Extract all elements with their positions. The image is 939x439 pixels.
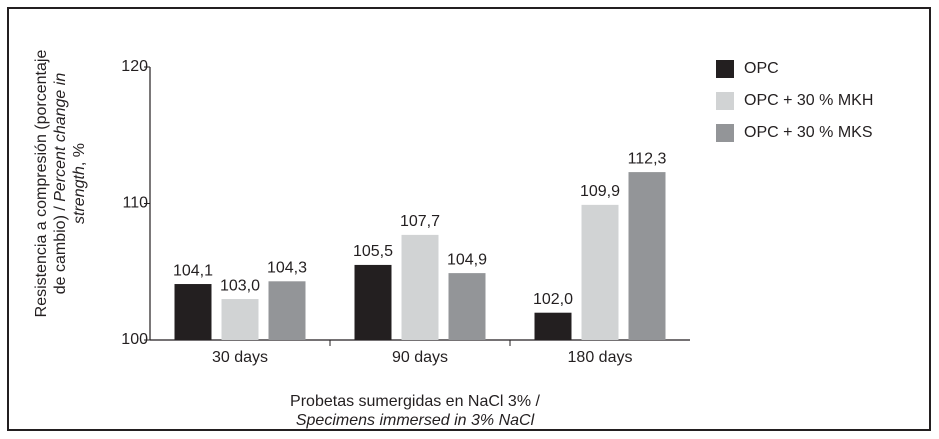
y-axis-label: de cambio) / Percent change in: [52, 73, 69, 295]
legend-swatch: [716, 124, 734, 142]
legend-swatch: [716, 60, 734, 78]
x-label-run: Probetas sumergidas en NaCl 3% /: [290, 393, 540, 410]
value-label: 104,1: [173, 262, 213, 279]
legend-label: OPC + 30 % MKS: [744, 124, 873, 141]
bar: [354, 264, 392, 340]
y-axis-label: strength, %: [71, 143, 88, 224]
bar: [401, 234, 439, 340]
y-tick-label: 120: [121, 58, 148, 75]
y-label-run: de cambio) /: [52, 202, 69, 294]
bar: [448, 273, 486, 340]
value-label: 104,3: [267, 260, 307, 277]
value-label: 103,0: [220, 277, 260, 294]
bar: [534, 312, 572, 340]
y-label-run: strength: [71, 166, 88, 224]
value-label: 104,9: [447, 251, 487, 268]
x-axis-label: Specimens immersed in 3% NaCl: [296, 412, 535, 429]
x-axis-label: Probetas sumergidas en NaCl 3% /: [290, 393, 540, 410]
y-label-run: , %: [71, 143, 88, 166]
bar: [268, 281, 306, 340]
value-label: 112,3: [628, 150, 667, 167]
x-tick-label: 90 days: [392, 349, 448, 366]
y-tick-label: 100: [121, 331, 148, 348]
y-axis-label: Resistencia a compresión (porcentaje: [33, 50, 50, 318]
frame: [7, 7, 931, 431]
x-tick-label: 180 days: [568, 349, 633, 366]
bar: [628, 172, 666, 340]
value-label: 107,7: [400, 213, 440, 230]
value-label: 109,9: [580, 183, 620, 200]
legend-label: OPC: [744, 60, 779, 77]
y-label-run: Resistencia a compresión (porcentaje: [33, 50, 50, 318]
legend-label: OPC + 30 % MKH: [744, 92, 873, 109]
value-label: 105,5: [353, 243, 393, 260]
x-tick-label: 30 days: [212, 349, 268, 366]
y-label-run: Percent change in: [52, 73, 69, 202]
bar: [221, 299, 259, 340]
value-label: 102,0: [533, 291, 573, 308]
bar: [174, 284, 212, 340]
legend-swatch: [716, 92, 734, 110]
bar: [581, 204, 619, 340]
x-label-run: Specimens immersed in 3% NaCl: [296, 412, 535, 429]
y-tick-label: 110: [122, 195, 148, 212]
